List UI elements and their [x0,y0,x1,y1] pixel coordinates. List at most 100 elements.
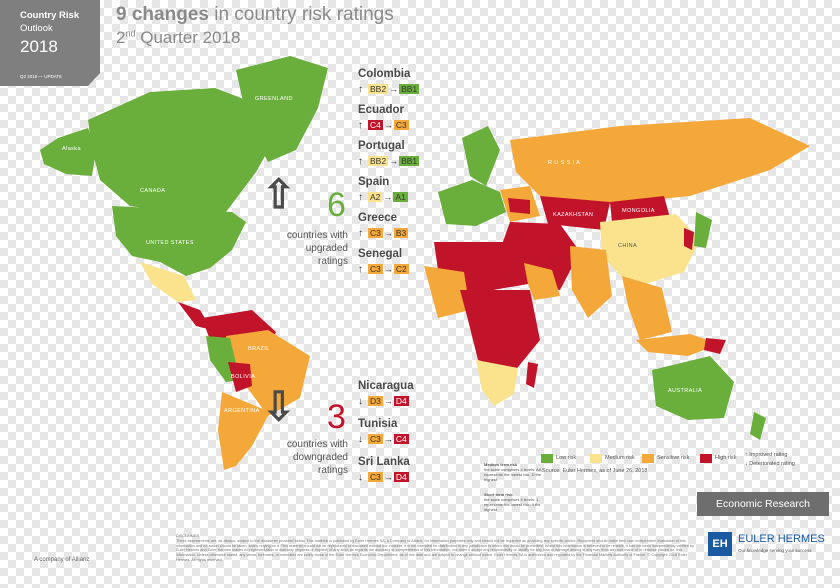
label-argentina: ARGENTINA [224,408,260,414]
arrow-up-icon: ⇧ [262,173,296,217]
label-australia: AUSTRALIA [668,388,702,394]
badge-title: Country Risk [20,10,80,21]
central-america-shape [178,302,212,330]
mexico-shape [140,262,196,302]
southeast-asia-shape [622,276,672,340]
deteriorated-arrow-icon: ↓ [745,461,748,467]
badge-subtitle: Outlook [20,23,53,34]
country-name: Greece [358,212,398,224]
rating-from-badge: D3 [368,396,383,406]
australia-shape [652,356,734,420]
label-bolivia: BOLIVIA [231,374,255,380]
label-canada: CANADA [140,188,165,194]
rating-to-badge: BB1 [399,84,420,94]
legend-improved: ↑ Improved rating [745,452,788,458]
upgraded-caption: countries with upgraded ratings [258,229,348,268]
euler-hermes-logo-icon: EH [708,532,732,556]
arrow-down-icon: ↓ [358,471,363,483]
arrow-up-icon: ↑ [358,227,363,239]
arrow-right-icon: → [389,84,399,94]
badge-tag: Q2 2018 — UPDATE [20,74,63,79]
arrow-up-icon: ↑ [358,263,363,275]
country-name: Spain [358,176,390,188]
legend-swatch-medium [590,454,602,463]
legend-low: Low risk [556,455,577,461]
japan-shape [694,212,712,248]
arrow-down-icon: ↓ [358,395,363,407]
disclaimer-title: DISCLAIMER [176,534,200,538]
label-russia: R U S S I A [548,160,580,166]
label-usa: UNITED STATES [146,240,194,246]
legend-swatch-high [700,454,712,463]
upgraded-caption-line: upgraded [305,243,348,254]
rating-change-row: ↑ C3 → B3 [358,227,409,239]
arrow-right-icon: → [389,156,399,166]
source-note: Source: Euler Hermes, as of June 26, 201… [542,468,648,474]
arrow-up-icon: ↑ [358,119,363,131]
legend-high: High risk [715,455,737,461]
rating-from-badge: BB2 [368,84,389,94]
brand-name: EULER HERMES [738,533,825,545]
label-brazil: BRAZIL [248,346,270,352]
legend-medium: Medium risk [605,455,635,461]
label-mongolia: MONGOLIA [622,208,655,214]
brazil-shape [226,330,310,416]
rating-from-badge: A2 [368,192,383,202]
country-name: Senegal [358,248,403,260]
arrow-down-icon: ⇩ [262,385,296,429]
new-zealand-shape [750,412,766,440]
rating-change-row: ↓ C3 → C4 [358,433,409,445]
rating-change-row: ↓ C3 → D4 [358,471,410,483]
western-europe-shape [438,180,506,226]
page-subtitle: 2nd Quarter 2018 [116,28,240,48]
downgraded-count: 3 [327,398,346,436]
upgraded-count: 6 [327,186,346,224]
legend-improved-text: Improved rating [749,452,788,458]
rating-from-badge: C3 [368,228,383,238]
brand-tagline: Our knowledge serving your success [738,548,812,553]
rating-from-badge: BB2 [368,156,389,166]
rating-change-row: ↑ A2 → A1 [358,191,408,203]
arrow-right-icon: → [383,396,393,406]
usa-shape [112,206,246,276]
china-shape [600,214,700,288]
country-risk-badge: Country Risk Outlook 2018 Q2 2018 — UPDA… [0,0,100,86]
southern-africa-shape [476,360,518,406]
country-name: Portugal [358,140,405,152]
rating-change-entry: Sri Lanka ↓ C3 → D4 [358,456,410,483]
rating-from-badge: C4 [368,120,383,130]
downgraded-caption-line: countries with [286,439,348,450]
scandinavia-shape [462,126,500,186]
rating-to-badge: C2 [393,264,409,274]
rating-to-badge: C4 [393,434,409,444]
rating-change-entry: Tunisia ↓ C3 → C4 [358,418,409,445]
rating-to-badge: C3 [393,120,409,130]
southern-cone-shape [218,392,270,470]
central-africa-shape [460,290,540,372]
legend-swatch-low [541,454,553,463]
rating-change-row: ↑ BB2 → BB1 [358,155,420,167]
rating-to-badge: B3 [393,228,409,238]
country-name: Ecuador [358,104,405,116]
arrow-right-icon: → [383,472,393,482]
bolivia-shape [228,362,252,392]
title-changes-text: in country risk ratings [214,4,394,25]
south-asia-shape [570,246,612,318]
arrow-right-icon: → [383,192,393,202]
arrow-right-icon: → [383,228,393,238]
short-term-text: the scale comprises 4 levels: 1 represen… [484,497,541,512]
arrow-up-icon: ↑ [358,191,363,203]
rating-change-entry: Nicaragua ↓ D3 → D4 [358,380,414,407]
rating-change-row: ↑ C4 → C3 [358,119,409,131]
rating-change-entry: Ecuador ↑ C4 → C3 [358,104,409,131]
label-greenland: GREENLAND [255,96,293,102]
title-changes-count: 9 changes [116,4,209,25]
greenland-shape [236,56,328,162]
allianz-company-note: A company of Allianz [34,557,90,563]
quarter-suffix: nd [125,28,136,39]
short-term-note: Short term risk the scale comprises 4 le… [484,492,542,512]
indonesia-shape [636,334,720,356]
arrow-down-icon: ↓ [358,433,363,445]
arrow-up-icon: ↑ [358,155,363,167]
